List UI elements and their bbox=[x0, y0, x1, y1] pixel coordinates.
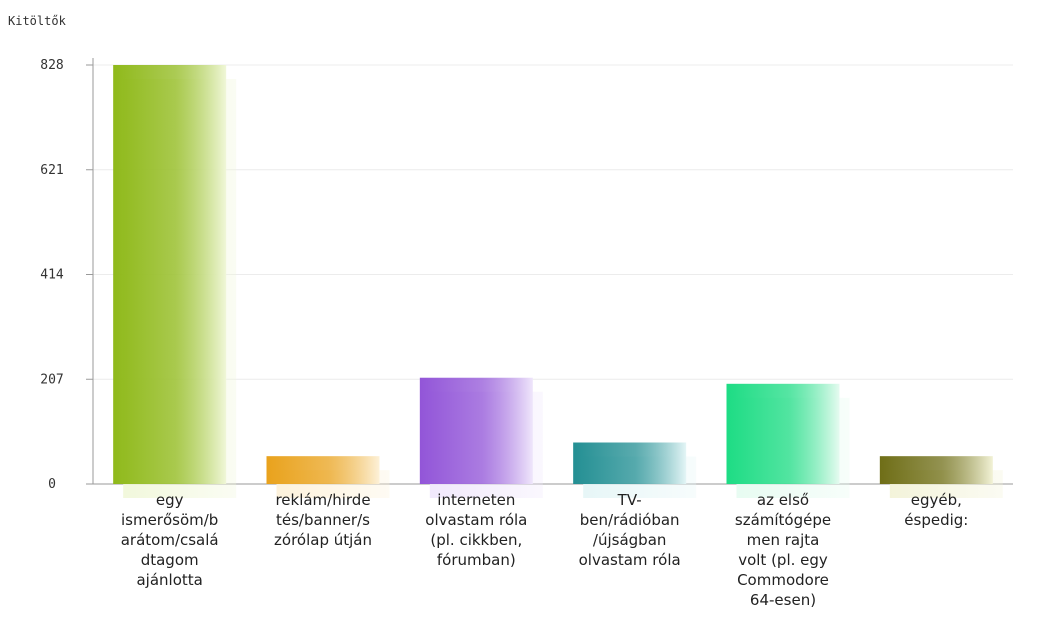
y-axis-label: Kitöltők bbox=[8, 14, 67, 28]
x-tick-label: egyéb, éspedig: bbox=[904, 491, 968, 529]
y-tick-labels: 0 207 414 621 828 bbox=[40, 58, 64, 492]
bar bbox=[266, 456, 380, 484]
bar bbox=[419, 377, 533, 484]
bar bbox=[726, 383, 840, 484]
axes bbox=[86, 58, 1013, 485]
bars bbox=[113, 65, 1003, 498]
bar bbox=[879, 456, 993, 484]
y-tick-label: 828 bbox=[40, 58, 63, 73]
bar bbox=[573, 442, 687, 484]
x-tick-label: egy ismerősöm/b arátom/csalá dtagom ajánlott… bbox=[121, 491, 219, 589]
x-tick-label: interneten olvastam róla (pl. cikkben, fóru… bbox=[425, 491, 527, 569]
y-tick-label: 207 bbox=[40, 372, 63, 387]
x-tick-label: reklám/hirde tés/banner/s zórólap útján bbox=[274, 491, 372, 549]
x-tick-label: az első számítógépe men rajta volt (pl. egy… bbox=[735, 491, 831, 609]
y-tick-label: 621 bbox=[40, 163, 63, 178]
y-tick-label: 0 bbox=[48, 477, 56, 492]
category-labels: egy ismerősöm/b arátom/csalá dtagom ajánlott… bbox=[121, 491, 969, 609]
bar bbox=[113, 65, 227, 484]
grid-lines bbox=[86, 64, 1013, 380]
y-tick-label: 414 bbox=[40, 268, 64, 283]
x-tick-label: TV-ben/rádióban/újságban olvastam róla bbox=[579, 491, 681, 569]
